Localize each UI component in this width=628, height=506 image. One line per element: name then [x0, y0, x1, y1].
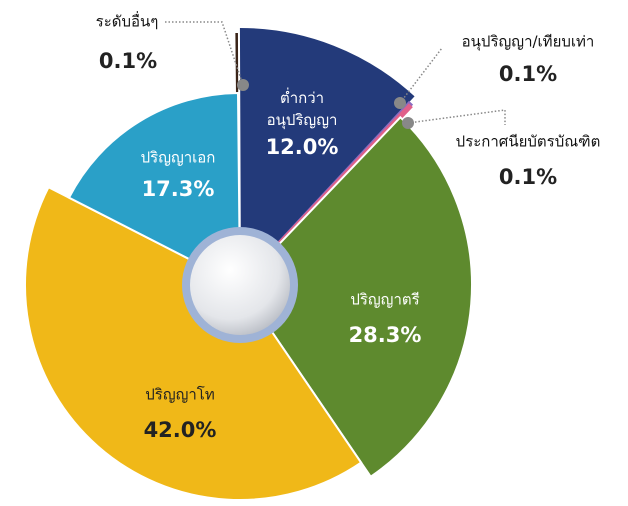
slice-label: ปริญญาตรี — [350, 291, 419, 309]
value-label: 12.0% — [266, 135, 339, 159]
slice-label: อนุปริญญา/เทียบเท่า — [462, 33, 595, 52]
value-label: 0.1% — [499, 62, 557, 86]
slice-label: ระดับอื่นๆ — [96, 11, 159, 31]
hub — [190, 235, 290, 335]
value-label: 17.3% — [142, 177, 215, 201]
leader-dot — [237, 79, 249, 91]
slice-label: ปริญญาโท — [145, 386, 215, 404]
value-label: 0.1% — [499, 165, 557, 189]
value-label: 42.0% — [144, 418, 217, 442]
leader-dot — [394, 97, 406, 109]
slice — [67, 91, 242, 287]
value-label: 0.1% — [99, 49, 157, 73]
value-label: 28.3% — [349, 323, 422, 347]
slice-label: ปริญญาเอก — [141, 149, 216, 167]
slice — [238, 115, 473, 479]
leader-dot — [402, 117, 414, 129]
slice-label: ประกาศนียบัตรบัณฑิต — [456, 133, 601, 151]
slice — [237, 26, 418, 288]
leader-lines — [165, 21, 506, 125]
slice-label: ต่ำกว่าอนุปริญญา — [267, 87, 338, 130]
slice — [24, 185, 363, 501]
